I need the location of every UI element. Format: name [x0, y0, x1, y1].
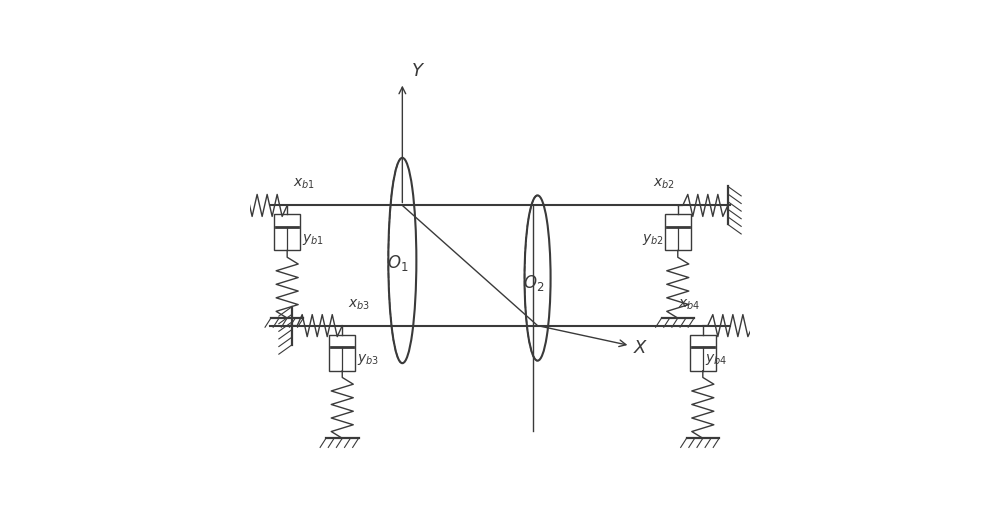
Text: $x_{b2}$: $x_{b2}$ — [653, 177, 675, 192]
Bar — [690, 335, 716, 370]
Text: $y_{b4}$: $y_{b4}$ — [705, 352, 728, 367]
Bar — [329, 335, 355, 370]
Text: $y_{b1}$: $y_{b1}$ — [302, 232, 324, 247]
Text: $O_1$: $O_1$ — [387, 253, 408, 273]
Text: $x_{b3}$: $x_{b3}$ — [348, 297, 370, 312]
Text: $x_{b4}$: $x_{b4}$ — [678, 297, 700, 312]
Bar — [665, 215, 691, 250]
Text: $y_{b2}$: $y_{b2}$ — [642, 232, 664, 247]
Text: X: X — [634, 339, 647, 357]
Text: $y_{b3}$: $y_{b3}$ — [357, 352, 379, 367]
Text: $x_{b1}$: $x_{b1}$ — [293, 177, 315, 192]
Bar — [274, 215, 300, 250]
Text: Y: Y — [411, 62, 422, 80]
Text: $O_2$: $O_2$ — [523, 273, 544, 293]
